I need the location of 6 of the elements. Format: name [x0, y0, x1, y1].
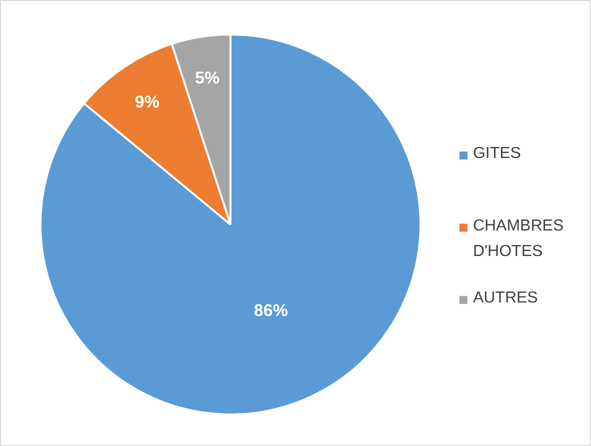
data-label: 9%: [134, 92, 160, 112]
legend-label: AUTRES: [472, 289, 538, 306]
data-label: 5%: [195, 68, 220, 88]
legend-label: CHAMBRES D'HOTES: [472, 217, 564, 260]
legend-label: GITES: [472, 145, 521, 162]
data-label: 86%: [254, 300, 288, 320]
